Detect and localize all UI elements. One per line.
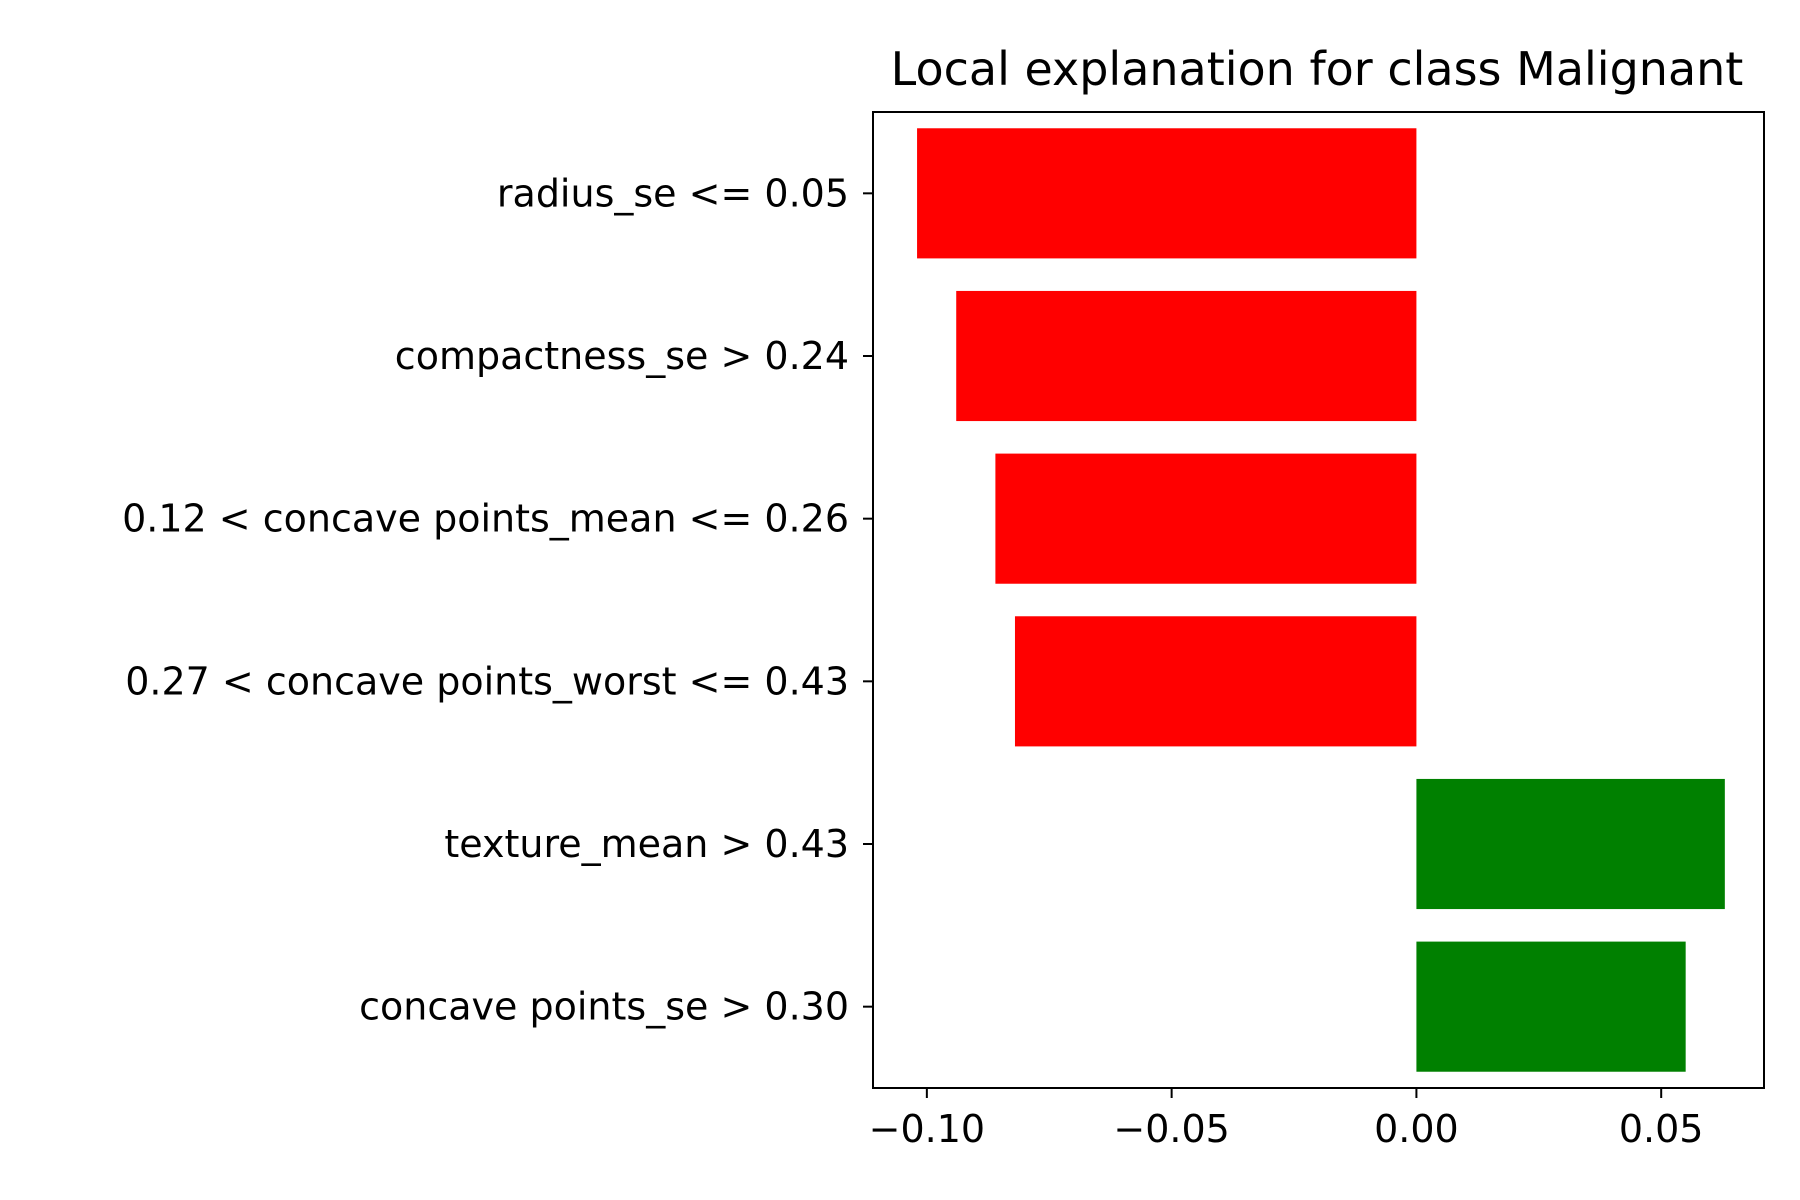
- x-tick-label: 0.00: [1374, 1107, 1459, 1151]
- bars-group: [917, 128, 1725, 1072]
- y-axis: radius_se <= 0.05 compactness_se > 0.24 0.…: [122, 171, 873, 1029]
- x-tick-label: −0.10: [869, 1107, 985, 1151]
- category-label: concave points_se > 0.30: [359, 985, 849, 1029]
- bar-3: [1014, 616, 1417, 747]
- category-label: 0.27 < concave points_worst <= 0.43: [125, 659, 849, 703]
- category-label: radius_se <= 0.05: [497, 171, 849, 215]
- category-label: 0.12 < concave points_mean <= 0.26: [122, 497, 849, 541]
- chart-title: Local explanation for class Malignant: [891, 42, 1744, 96]
- bar-2: [995, 453, 1417, 584]
- bar-1: [956, 290, 1417, 422]
- category-label: texture_mean > 0.43: [444, 822, 849, 866]
- bar-0: [917, 128, 1417, 259]
- x-axis: −0.10 −0.05 0.00 0.05: [869, 1088, 1704, 1151]
- bar-4: [1416, 778, 1725, 910]
- x-tick-label: 0.05: [1619, 1107, 1704, 1151]
- category-label: compactness_se > 0.24: [395, 334, 849, 378]
- bar-5: [1416, 941, 1686, 1072]
- plot-frame: [872, 111, 1765, 1089]
- x-tick-label: −0.05: [1113, 1107, 1229, 1151]
